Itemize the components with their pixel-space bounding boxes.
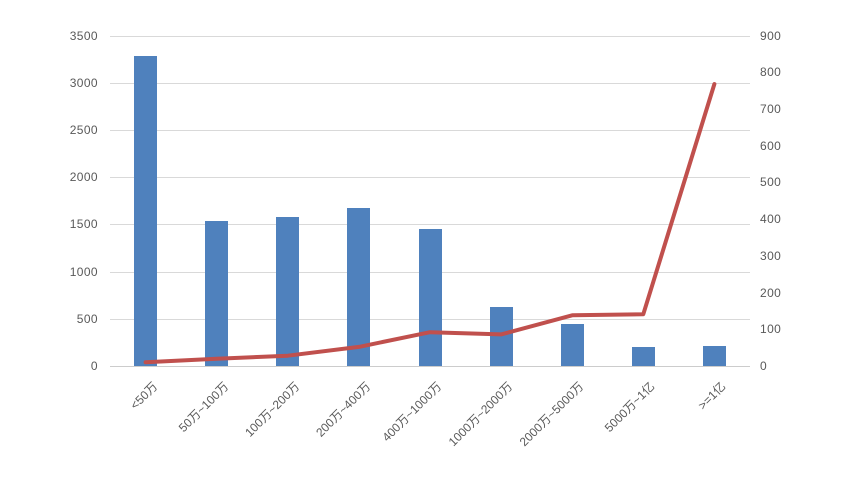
y-right-tick-label: 400 bbox=[760, 212, 782, 227]
y-left-tick-label: 0 bbox=[90, 359, 98, 373]
bar bbox=[134, 56, 158, 366]
gridline bbox=[110, 35, 750, 37]
y-right-tick-label: 200 bbox=[760, 285, 782, 300]
line-series-path bbox=[143, 82, 717, 365]
bar bbox=[560, 323, 584, 366]
y-right-tick-label: 500 bbox=[760, 175, 782, 190]
bar bbox=[205, 220, 229, 366]
y-right-tick-label: 100 bbox=[760, 322, 782, 337]
bar bbox=[631, 347, 655, 366]
gridline bbox=[110, 366, 750, 367]
y-right-tick-label: 600 bbox=[760, 138, 782, 153]
gridline bbox=[110, 82, 750, 84]
gridline bbox=[110, 177, 750, 179]
y-left-tick-label: 3000 bbox=[69, 75, 98, 90]
gridline bbox=[110, 224, 750, 226]
y-right-tick-label: 800 bbox=[760, 65, 782, 80]
y-right-tick-label: 300 bbox=[760, 248, 782, 263]
y-left-tick-label: 1000 bbox=[69, 264, 98, 279]
y-left-tick-label: 2000 bbox=[69, 170, 98, 185]
y-left-tick-label: 1500 bbox=[69, 217, 98, 232]
y-right-tick-label: 900 bbox=[760, 28, 782, 43]
y-left-tick-label: 2500 bbox=[69, 122, 98, 137]
y-right-tick-label: 0 bbox=[760, 359, 768, 373]
bar bbox=[702, 346, 726, 366]
y-right-tick-label: 700 bbox=[760, 101, 782, 116]
bar bbox=[347, 208, 371, 366]
bar bbox=[276, 216, 300, 366]
gridline bbox=[110, 129, 750, 131]
y-left-tick-label: 500 bbox=[76, 311, 98, 326]
y-left-tick-label: 3500 bbox=[69, 28, 98, 43]
